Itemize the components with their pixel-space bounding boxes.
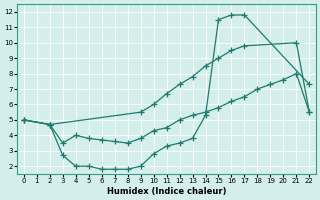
X-axis label: Humidex (Indice chaleur): Humidex (Indice chaleur) <box>107 187 226 196</box>
